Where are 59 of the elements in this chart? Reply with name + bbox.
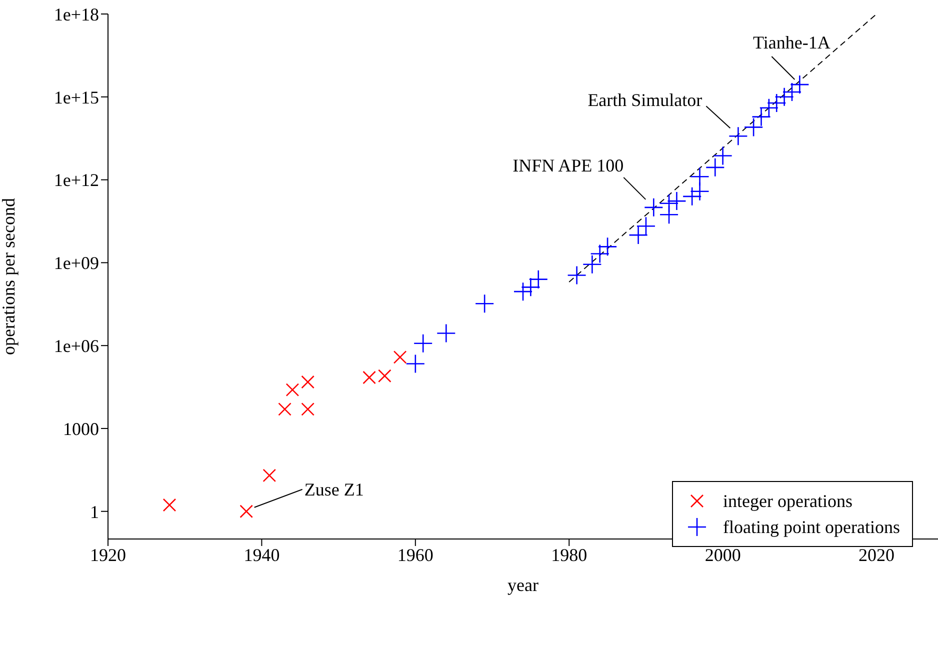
point [513, 282, 533, 302]
y-tick-label: 1000 [63, 418, 99, 439]
point [705, 158, 725, 178]
x-tick-label: 1980 [551, 544, 588, 565]
point [728, 126, 748, 146]
y-axis-title: operations per second [0, 198, 18, 355]
y-tick-label: 1e+18 [54, 4, 99, 24]
point [759, 98, 779, 118]
x-tick-label: 1940 [244, 544, 280, 565]
point [436, 324, 456, 343]
point [362, 370, 376, 384]
point [240, 504, 253, 518]
point [690, 166, 710, 186]
y-tick-label: 1e+15 [54, 87, 99, 108]
x-axis-title: year [508, 575, 538, 595]
point [628, 225, 648, 245]
point [286, 383, 300, 396]
point [744, 118, 764, 137]
y-tick-label: 1e+06 [54, 336, 99, 356]
annotation: Tianhe-1A [752, 32, 830, 53]
point [752, 107, 771, 126]
annotation: Earth Simulator [588, 90, 702, 110]
point [682, 186, 702, 206]
x-tick-label: 2020 [858, 544, 895, 565]
point [162, 498, 176, 512]
point [567, 266, 586, 285]
point [766, 93, 786, 113]
y-tick-label: 1 [90, 502, 99, 522]
point [582, 254, 602, 274]
annotation: INFN APE 100 [512, 155, 624, 176]
point [278, 402, 292, 416]
point [774, 87, 794, 107]
y-tick-label: 1e+09 [54, 253, 99, 274]
point [590, 244, 610, 264]
point [598, 237, 618, 256]
point [393, 350, 407, 364]
point [474, 294, 494, 314]
point [521, 278, 540, 297]
point [782, 82, 802, 102]
x-tick-label: 1960 [397, 544, 434, 565]
point [301, 402, 314, 416]
point [644, 198, 664, 218]
point [713, 146, 732, 166]
point [636, 216, 656, 236]
x-tick-label: 2000 [704, 544, 741, 565]
legend-label: floating point operations [723, 516, 900, 538]
point [667, 191, 686, 211]
point [301, 375, 314, 389]
annotation: Zuse Z1 [304, 479, 364, 500]
legend-label: integer operations [723, 490, 852, 512]
point [528, 270, 548, 289]
point [790, 74, 810, 94]
point [378, 369, 392, 383]
point [659, 194, 679, 214]
point [413, 334, 433, 354]
x-tick-label: 1920 [90, 544, 126, 565]
point [406, 354, 426, 374]
y-tick-label: 1e+12 [54, 170, 99, 190]
point [262, 468, 276, 482]
